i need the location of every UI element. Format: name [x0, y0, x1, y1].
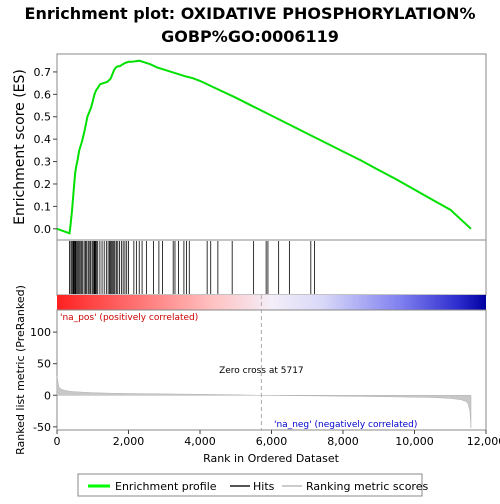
es-y-tick-label: 0.7 — [34, 66, 52, 79]
es-panel-frame — [57, 54, 486, 240]
metric-y-axis-label: Ranked list metric (PreRanked) — [14, 285, 27, 455]
x-tick-label: 8,000 — [327, 435, 359, 448]
x-axis: 0 2,000 4,000 6,000 8,000 10,000 12,000 — [54, 430, 500, 448]
metric-y-tick-label: 0 — [44, 389, 51, 402]
neg-correlated-label: 'na_neg' (negatively correlated) — [274, 420, 417, 430]
metric-y-tick-label: 100 — [30, 326, 51, 339]
x-tick-label: 6,000 — [256, 435, 288, 448]
chart-title-line2: GOBP%GO:0006119 — [161, 27, 339, 46]
x-tick-label: 2,000 — [113, 435, 145, 448]
metric-y-tick-label: 50 — [37, 358, 51, 371]
es-y-tick-label: 0.1 — [34, 200, 52, 213]
x-tick-label: 0 — [54, 435, 61, 448]
chart-title-line1: Enrichment plot: OXIDATIVE PHOSPHORYLATI… — [25, 4, 476, 23]
legend-ranking-label: Ranking metric scores — [306, 480, 428, 493]
es-y-tick-label: 0.3 — [34, 156, 52, 169]
x-tick-label: 4,000 — [184, 435, 216, 448]
x-tick-label: 10,000 — [395, 435, 434, 448]
legend-hits-label: Hits — [253, 480, 275, 493]
es-y-tick-label: 0.5 — [34, 111, 52, 124]
es-y-tick-label: 0.4 — [34, 133, 52, 146]
es-y-axis-label: Enrichment score (ES) — [12, 69, 28, 225]
pos-correlated-label: 'na_pos' (positively correlated) — [60, 313, 198, 323]
metric-y-tick-label: -50 — [33, 421, 51, 434]
es-y-tick-label: 0.0 — [34, 223, 52, 236]
zero-cross-label: Zero cross at 5717 — [219, 366, 304, 376]
es-y-axis: 0.0 0.1 0.2 0.3 0.4 0.5 0.6 0.7 — [34, 66, 58, 236]
es-y-tick-label: 0.2 — [34, 178, 52, 191]
x-tick-label: 12,000 — [467, 435, 500, 448]
rank-color-bar — [57, 295, 486, 310]
metric-y-axis: -50 0 50 100 — [30, 326, 57, 434]
x-axis-label: Rank in Ordered Dataset — [203, 452, 340, 465]
legend-enrichment-label: Enrichment profile — [115, 480, 217, 493]
es-y-tick-label: 0.6 — [34, 88, 52, 101]
